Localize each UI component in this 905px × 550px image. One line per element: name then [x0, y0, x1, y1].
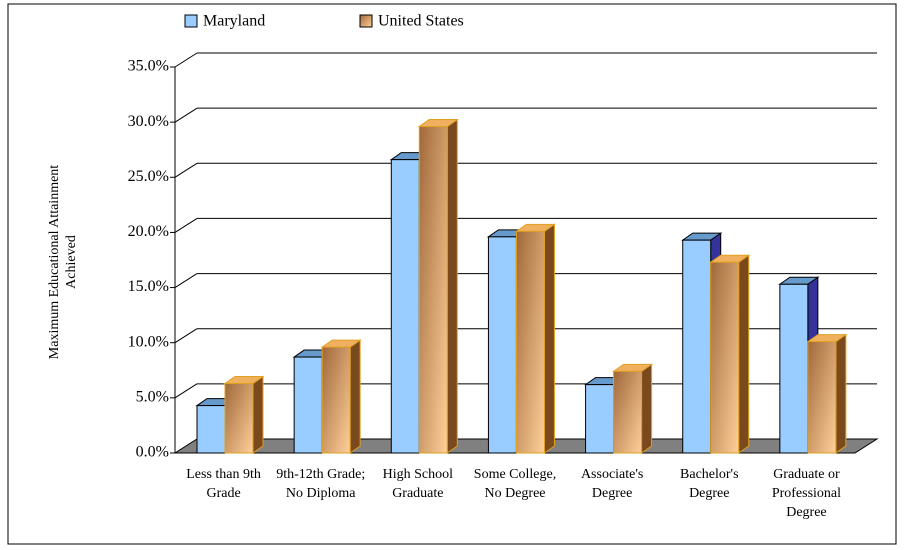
bar [293, 356, 323, 454]
legend-label: United States [378, 13, 464, 30]
y-tick-label: 15.0% [128, 278, 169, 295]
bar [613, 370, 643, 454]
y-tick-label: 10.0% [128, 333, 169, 350]
bar [807, 341, 837, 454]
bar [321, 346, 351, 454]
bar [779, 283, 809, 454]
bar-side [738, 254, 750, 454]
bar [585, 384, 615, 454]
bar [487, 236, 517, 454]
x-tick-label: Graduate or Professional Degree [771, 467, 842, 520]
bar-side [641, 363, 653, 454]
bar [710, 261, 740, 454]
bar-side [446, 118, 458, 454]
grid-line-side [174, 162, 198, 178]
bar [196, 405, 226, 454]
bar [390, 159, 420, 454]
y-tick-label: 25.0% [128, 168, 169, 185]
x-tick-label: Associate's Degree [580, 467, 644, 501]
grid-line-side [174, 107, 198, 123]
x-tick-label: 9th-12th Grade; No Diploma [276, 467, 366, 501]
x-tick-label: Less than 9th Grade [186, 467, 261, 501]
legend-swatch [184, 14, 198, 28]
bar [515, 230, 545, 454]
bar-side [543, 223, 555, 454]
bar [224, 383, 254, 454]
y-tick-label: 0.0% [136, 444, 169, 461]
y-tick-label: 5.0% [136, 389, 169, 406]
x-tick-label: Bachelor's Degree [680, 467, 739, 501]
grid-line-side [174, 273, 198, 288]
legend-label: Maryland [203, 13, 265, 30]
grid-line-side [174, 328, 198, 344]
y-tick-label: 20.0% [128, 223, 169, 240]
grid-line-side [174, 218, 198, 233]
bar [682, 239, 712, 454]
x-tick-label: Some College, No Degree [473, 467, 557, 501]
grid-line-side [174, 383, 198, 399]
bar-side [349, 339, 361, 454]
grid-line-side [174, 52, 198, 68]
y-tick-label: 35.0% [128, 58, 169, 75]
bar-side [252, 375, 264, 454]
chart-border [7, 3, 897, 545]
bar [418, 126, 448, 454]
y-tick-label: 30.0% [128, 113, 169, 130]
bar-side [835, 333, 847, 454]
y-axis-title: Maximum Educational Attainment Achieved [47, 164, 79, 360]
legend-swatch [359, 14, 373, 28]
x-tick-label: High School Graduate [382, 467, 454, 501]
